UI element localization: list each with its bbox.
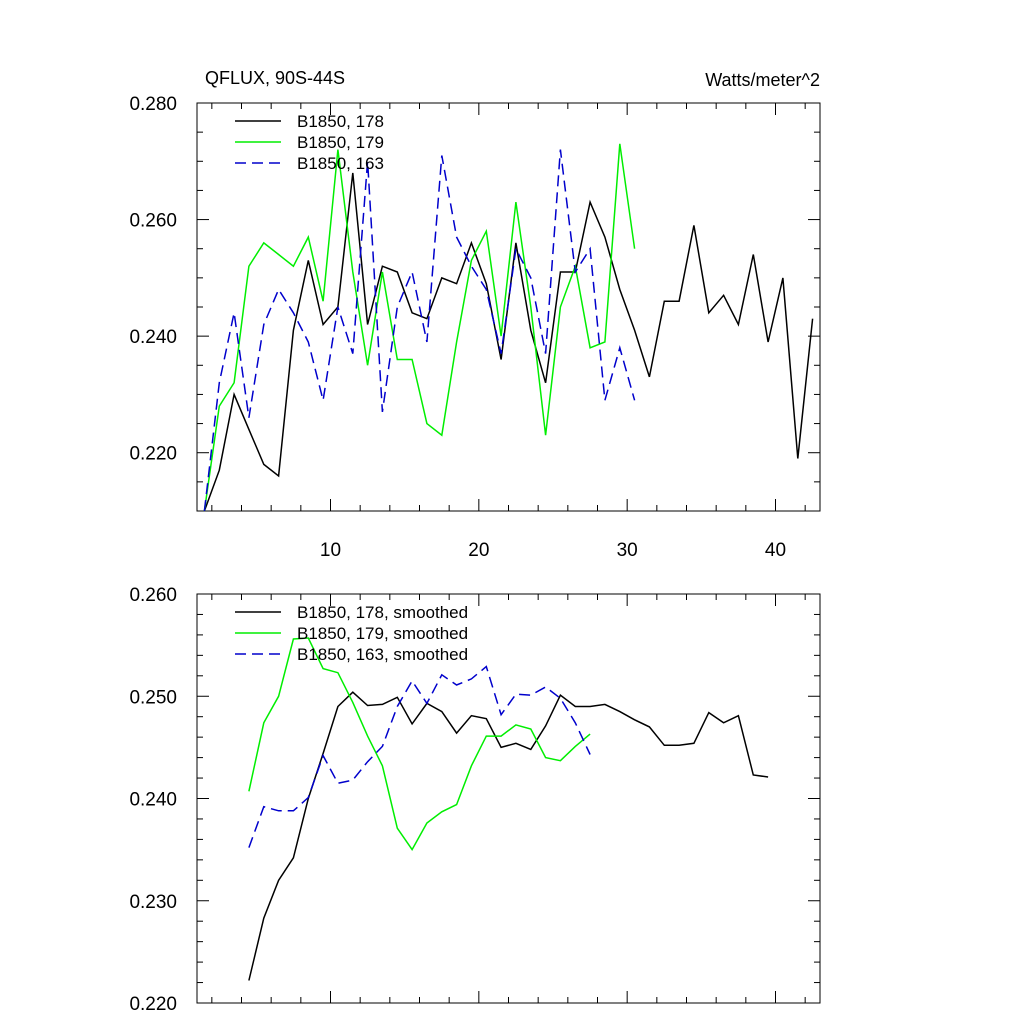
bottom-axes xyxy=(196,593,821,1004)
top-series-line-3 xyxy=(203,149,636,512)
bottom-plot-frame xyxy=(196,593,821,1004)
top-legend: B1850, 178 B1850, 179 B1850, 163 xyxy=(235,112,384,173)
top-x-tick-label: 40 xyxy=(765,540,786,561)
bottom-legend-label-3: B1850, 163, smoothed xyxy=(297,645,468,664)
bottom-y-tick-label: 0.230 xyxy=(129,892,177,913)
top-panel: QFLUX, 90S-44S Watts/meter^2 10 20 30 40 0.2… xyxy=(129,68,821,561)
units-label: Watts/meter^2 xyxy=(705,70,820,90)
top-x-tick-label: 20 xyxy=(468,540,489,561)
top-y-tick-label: 0.260 xyxy=(129,211,177,232)
bottom-panel: 0.220 0.230 0.240 0.250 0.260 B1850, 178, sm… xyxy=(129,585,821,1015)
top-axes xyxy=(196,102,821,512)
top-tick-labels: 10 20 30 40 0.220 0.240 0.260 0.280 xyxy=(129,94,786,561)
bottom-tick-labels: 0.220 0.230 0.240 0.250 0.260 xyxy=(129,585,177,1015)
top-series-lines xyxy=(203,143,814,512)
bottom-series-line-1 xyxy=(248,691,769,981)
top-y-tick-label: 0.280 xyxy=(129,94,177,115)
bottom-y-tick-label: 0.240 xyxy=(129,790,177,811)
top-y-tick-label: 0.220 xyxy=(129,444,177,465)
top-x-tick-label: 10 xyxy=(320,540,341,561)
top-y-tick-label: 0.240 xyxy=(129,327,177,348)
bottom-legend: B1850, 178, smoothed B1850, 179, smoothed… xyxy=(235,603,468,664)
top-legend-label-1: B1850, 178 xyxy=(297,112,384,131)
bottom-legend-label-2: B1850, 179, smoothed xyxy=(297,624,468,643)
top-series-line-2 xyxy=(203,143,636,512)
bottom-series-line-3 xyxy=(248,665,591,848)
top-x-tick-label: 30 xyxy=(617,540,638,561)
top-legend-label-2: B1850, 179 xyxy=(297,133,384,152)
top-series-line-1 xyxy=(203,172,814,512)
bottom-legend-label-1: B1850, 178, smoothed xyxy=(297,603,468,622)
bottom-y-tick-label: 0.250 xyxy=(129,687,177,708)
bottom-y-tick-label: 0.220 xyxy=(129,994,177,1015)
bottom-y-tick-label: 0.260 xyxy=(129,585,177,606)
chart-title: QFLUX, 90S-44S xyxy=(205,68,345,88)
bottom-series-line-2 xyxy=(248,637,591,852)
top-legend-label-3: B1850, 163 xyxy=(297,154,384,173)
bottom-series-lines xyxy=(248,637,769,981)
